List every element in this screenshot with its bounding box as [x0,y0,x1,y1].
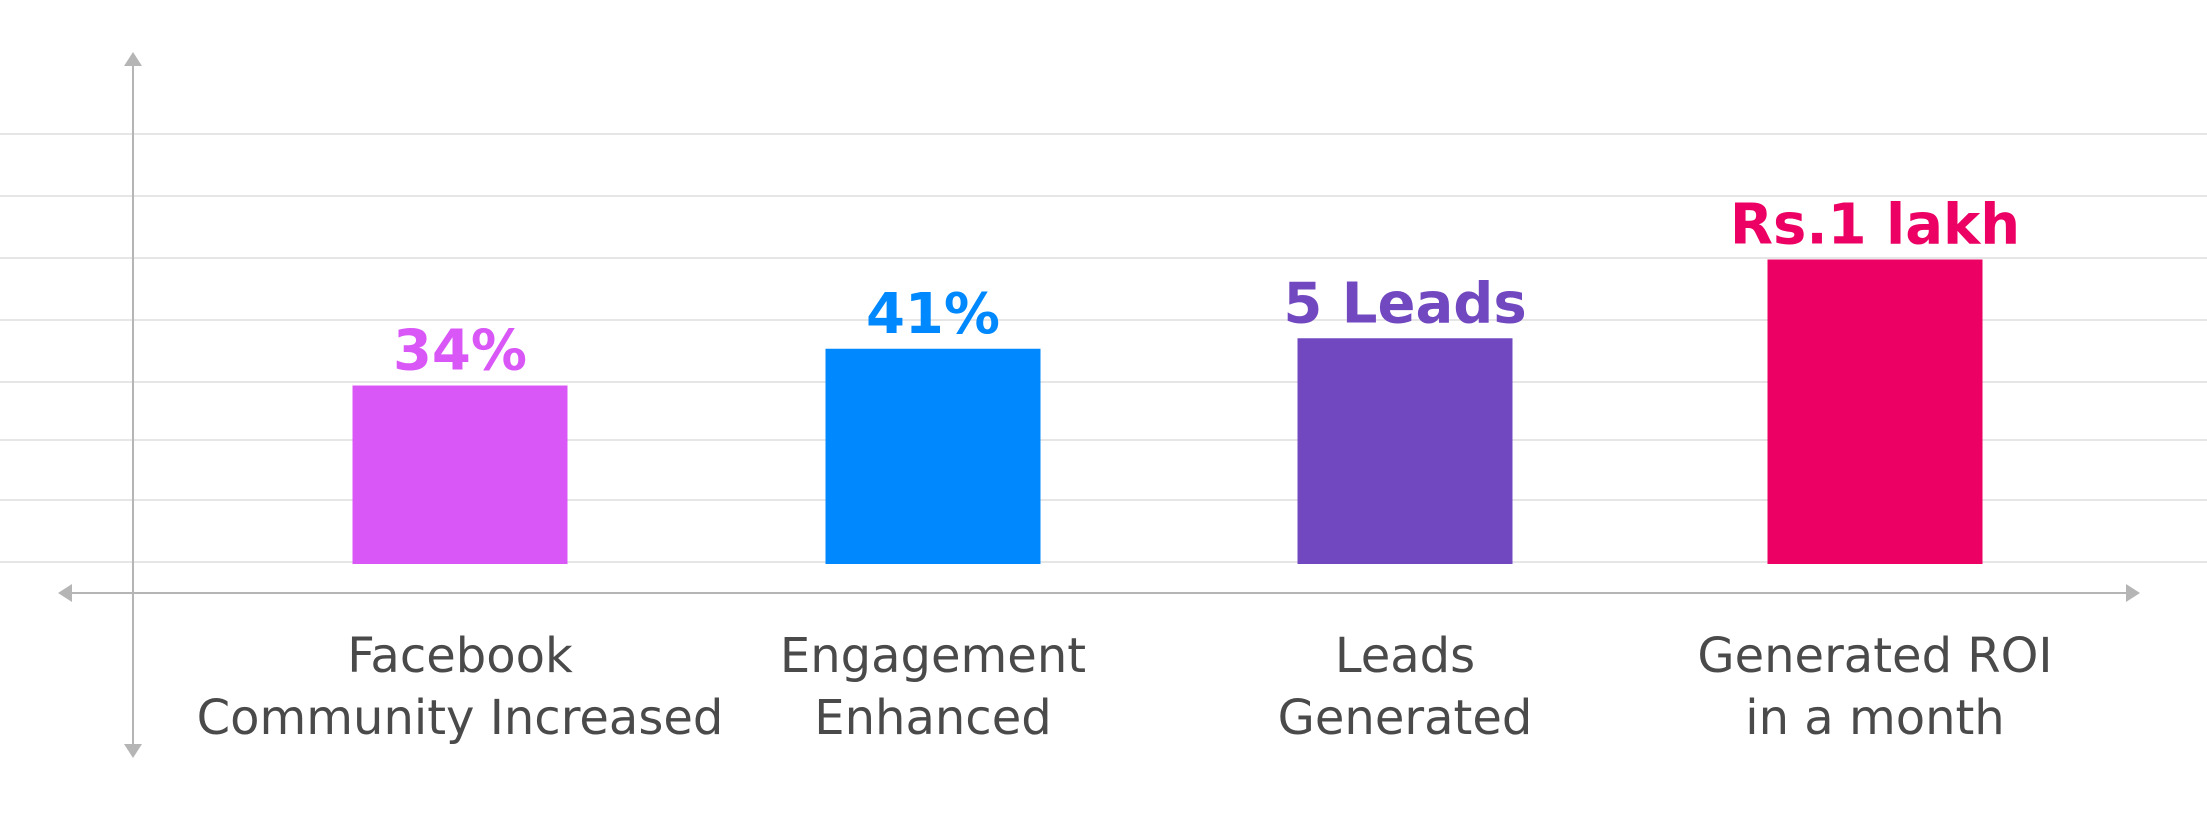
category-label: Leads [1335,628,1475,684]
bar [1767,259,1983,564]
data-label: 41% [866,282,1000,347]
data-label: 34% [393,319,527,384]
category-label: Community Increased [197,690,724,746]
category-label: in a month [1745,690,2004,746]
data-label: Rs.1 lakh [1730,193,2020,258]
category-label: Generated ROI [1697,628,2052,684]
category-label: Facebook [347,628,573,684]
axes [58,52,2140,758]
value-labels: 34% 41% 5 Leads Rs.1 lakh [393,193,2020,384]
bar [1297,338,1513,564]
bars [352,259,1983,564]
bar [825,348,1041,564]
category-label: Engagement [780,628,1086,684]
x-axis-right-arrow [2126,584,2140,602]
bar [352,385,568,564]
category-label: Enhanced [814,690,1051,746]
data-label: 5 Leads [1283,271,1526,336]
y-axis-bottom-arrow [124,744,142,758]
y-axis-top-arrow [124,52,142,66]
x-axis-left-arrow [58,584,72,602]
category-label: Generated [1278,690,1533,746]
category-labels: Facebook Community Increased Engagement Enh… [197,628,2053,746]
